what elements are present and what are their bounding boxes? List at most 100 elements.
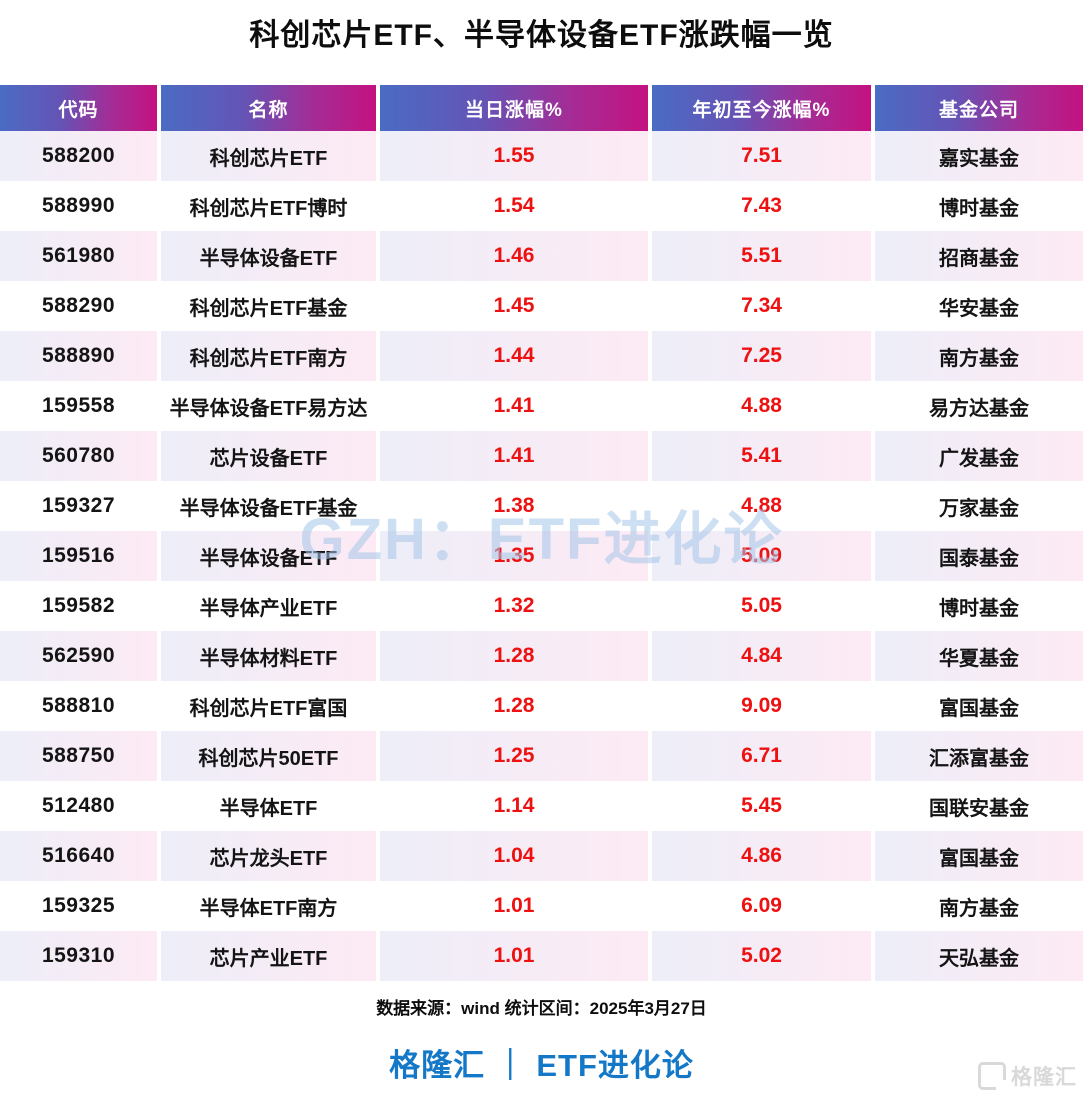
cell-name-text: 科创芯片ETF富国 [189,697,348,720]
cell-code: 560780 [0,431,157,481]
cell-daily-text: 1.14 [493,794,535,817]
cell-name-text: 芯片产业ETF [209,947,328,970]
cell-ytd-text: 7.34 [741,294,782,317]
cell-name-text: 科创芯片50ETF [198,747,339,770]
table-row: 512480 半导体ETF 1.14 5.45 国联安基金 [0,781,1083,831]
cell-code: 588990 [0,181,157,231]
table-row: 159310 芯片产业ETF 1.01 5.02 天弘基金 [0,931,1083,981]
header-cell-code: 代码 [0,85,157,131]
table-row: 588290 科创芯片ETF基金 1.45 7.34 华安基金 [0,281,1083,331]
cell-daily-text: 1.38 [493,494,535,517]
cell-ytd: 6.09 [652,881,871,931]
cell-ytd-text: 5.09 [741,544,782,567]
cell-code-text: 512480 [41,794,116,817]
cell-company-text: 易方达基金 [929,397,1029,420]
cell-company-text: 南方基金 [939,347,1019,370]
cell-company-text: 博时基金 [939,197,1019,220]
cell-name-text: 半导体材料ETF [199,647,338,670]
cell-company: 万家基金 [875,481,1083,531]
table-row: 159327 半导体设备ETF基金 1.38 4.88 万家基金 [0,481,1083,531]
cell-code: 561980 [0,231,157,281]
cell-name: 科创芯片ETF富国 [161,681,376,731]
cell-ytd-text: 5.41 [741,444,782,467]
table-row: 516640 芯片龙头ETF 1.04 4.86 富国基金 [0,831,1083,881]
cell-code-text: 588290 [41,294,116,317]
cell-name: 半导体ETF南方 [161,881,376,931]
cell-name-text: 科创芯片ETF博时 [189,197,348,220]
cell-company-text: 富国基金 [939,697,1019,720]
cell-ytd: 7.34 [652,281,871,331]
gelonghui-logo: 格隆汇 [978,1061,1077,1091]
cell-name-text: 科创芯片ETF基金 [189,297,348,320]
cell-company: 博时基金 [875,181,1083,231]
cell-code: 588750 [0,731,157,781]
cell-ytd-text: 5.45 [741,794,782,817]
cell-name-text: 科创芯片ETF [209,147,328,170]
cell-ytd-text: 6.09 [741,894,782,917]
cell-code-text: 159558 [41,394,116,417]
cell-ytd: 9.09 [652,681,871,731]
cell-name-text: 半导体设备ETF [199,247,338,270]
gelonghui-g-icon [978,1062,1006,1090]
cell-company: 招商基金 [875,231,1083,281]
cell-company: 嘉实基金 [875,131,1083,181]
cell-code-text: 562590 [41,644,116,667]
cell-name: 芯片龙头ETF [161,831,376,881]
cell-daily-text: 1.41 [493,394,535,417]
cell-name: 科创芯片ETF基金 [161,281,376,331]
cell-code-text: 588990 [41,194,116,217]
cell-ytd-text: 4.88 [741,394,782,417]
cell-ytd: 6.71 [652,731,871,781]
cell-name: 科创芯片ETF南方 [161,331,376,381]
cell-company-text: 招商基金 [939,247,1019,270]
cell-ytd: 4.84 [652,631,871,681]
cell-name-text: 半导体ETF [219,797,318,820]
cell-ytd: 7.25 [652,331,871,381]
header-cell-daily: 当日涨幅% [380,85,648,131]
table-row: 588890 科创芯片ETF南方 1.44 7.25 南方基金 [0,331,1083,381]
cell-code-text: 159310 [41,944,116,967]
cell-name-text: 半导体设备ETF基金 [179,497,358,520]
cell-daily-text: 1.01 [493,894,535,917]
cell-name: 半导体设备ETF易方达 [161,381,376,431]
cell-ytd: 5.45 [652,781,871,831]
page-title: 科创芯片ETF、半导体设备ETF涨跌幅一览 [249,19,834,52]
cell-code: 159310 [0,931,157,981]
cell-daily: 1.41 [380,431,648,481]
cell-daily: 1.44 [380,331,648,381]
cell-name: 半导体设备ETF [161,231,376,281]
cell-code-text: 588890 [41,344,116,367]
cell-company: 华安基金 [875,281,1083,331]
cell-company-text: 国联安基金 [929,797,1029,820]
cell-company: 博时基金 [875,581,1083,631]
cell-name: 半导体设备ETF基金 [161,481,376,531]
cell-code: 588200 [0,131,157,181]
cell-company: 易方达基金 [875,381,1083,431]
cell-ytd: 5.05 [652,581,871,631]
cell-ytd: 7.51 [652,131,871,181]
cell-daily: 1.32 [380,581,648,631]
cell-code: 588890 [0,331,157,381]
cell-code-text: 159327 [41,494,116,517]
etf-table: 代码 名称 当日涨幅% 年初至今涨幅% 基金公司 588200 科创芯片ETF 1.… [0,85,1083,981]
brand-line: 格隆汇 ｜ ETF进化论 [389,1048,694,1083]
cell-ytd: 4.88 [652,481,871,531]
cell-name: 科创芯片ETF博时 [161,181,376,231]
table-header-row: 代码 名称 当日涨幅% 年初至今涨幅% 基金公司 [0,85,1083,131]
cell-daily: 1.01 [380,931,648,981]
cell-ytd: 4.86 [652,831,871,881]
cell-company: 国联安基金 [875,781,1083,831]
cell-ytd-text: 6.71 [741,744,782,767]
cell-daily-text: 1.04 [493,844,535,867]
cell-daily: 1.45 [380,281,648,331]
cell-code-text: 560780 [41,444,116,467]
cell-name: 半导体ETF [161,781,376,831]
cell-name-text: 半导体设备ETF易方达 [169,397,368,420]
cell-name-text: 芯片龙头ETF [209,847,328,870]
cell-company: 南方基金 [875,331,1083,381]
cell-code-text: 516640 [41,844,116,867]
cell-daily-text: 1.46 [493,244,535,267]
cell-code-text: 561980 [41,244,116,267]
cell-ytd-text: 5.05 [741,594,782,617]
cell-name: 芯片产业ETF [161,931,376,981]
